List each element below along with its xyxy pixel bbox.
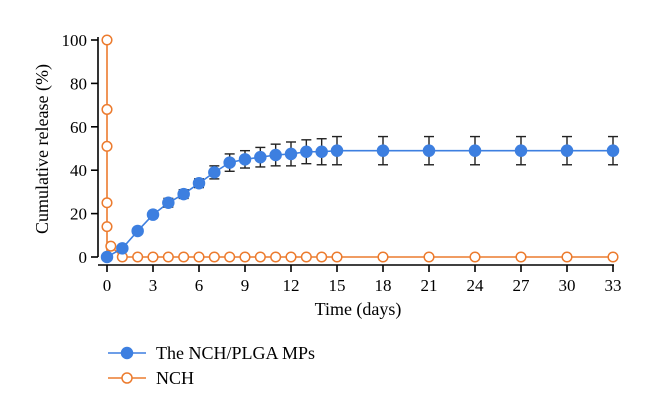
data-point-nch-plga — [238, 153, 252, 166]
legend-marker-nch — [121, 372, 133, 384]
y-ticks: 0 20 40 60 80 100 — [62, 31, 98, 267]
data-point-nch — [105, 240, 117, 252]
data-point-nch — [101, 197, 113, 209]
data-point-nch — [101, 103, 113, 115]
series-line-nch-plga — [106, 149, 613, 258]
data-point-nch — [147, 251, 159, 263]
data-point-nch — [316, 251, 328, 263]
data-point-nch — [469, 251, 481, 263]
data-point-nch-plga — [269, 148, 282, 162]
legend-item-nch-plga: The NCH/PLGA MPs — [108, 343, 315, 363]
data-point-nch-plga — [131, 224, 144, 238]
x-tick-label: 0 — [103, 276, 112, 295]
data-point-nch — [300, 251, 312, 263]
data-point-nch — [377, 251, 389, 263]
x-tick-label: 6 — [195, 276, 204, 295]
data-point-nch — [285, 251, 297, 263]
y-tick-label: 20 — [70, 205, 87, 224]
data-point-nch-plga — [315, 145, 328, 159]
data-point-nch — [132, 251, 144, 263]
data-point-nch — [101, 34, 113, 46]
data-point-nch-plga — [162, 196, 175, 209]
x-tick-label: 33 — [605, 276, 622, 295]
data-point-nch — [224, 251, 236, 263]
data-point-nch — [239, 251, 251, 263]
x-tick-label: 24 — [467, 276, 485, 295]
legend: The NCH/PLGA MPs NCH — [108, 343, 315, 388]
data-point-nch-plga — [300, 145, 313, 159]
data-point-nch — [331, 251, 343, 263]
data-point-nch-plga — [177, 187, 190, 201]
data-point-nch-plga — [468, 144, 482, 157]
x-tick-label: 15 — [329, 276, 346, 295]
data-point-nch — [193, 251, 205, 263]
x-tick-label: 21 — [421, 276, 438, 295]
data-point-nch-plga — [284, 147, 298, 161]
data-point-nch-plga — [376, 144, 390, 157]
y-tick-label: 0 — [79, 248, 88, 267]
data-point-nch — [515, 251, 527, 263]
y-axis-title: Cumulative release (%) — [32, 64, 53, 234]
data-point-nch-plga — [146, 208, 160, 221]
y-tick-label: 40 — [70, 161, 87, 180]
y-tick-label: 100 — [62, 31, 88, 50]
data-point-nch-plga — [254, 150, 267, 164]
data-point-nch-plga — [560, 144, 574, 157]
x-ticks: 0 3 6 9 12 15 18 21 24 27 30 33 — [103, 265, 622, 295]
data-point-nch-plga — [606, 144, 620, 157]
series-line-nch — [106, 40, 613, 258]
legend-label-nch: NCH — [156, 368, 194, 388]
data-point-nch-plga — [330, 144, 344, 157]
data-point-nch — [162, 251, 174, 263]
data-point-nch-plga — [116, 242, 129, 255]
data-point-nch — [607, 251, 619, 263]
data-point-nch-plga — [208, 166, 221, 179]
y-tick-label: 80 — [70, 74, 87, 93]
data-point-nch — [254, 251, 266, 263]
data-point-nch-plga — [223, 156, 236, 169]
x-tick-label: 30 — [559, 276, 576, 295]
x-tick-label: 12 — [283, 276, 300, 295]
x-tick-label: 3 — [149, 276, 158, 295]
series-nch-plga — [100, 135, 620, 264]
plot-area — [100, 34, 620, 264]
data-point-nch-plga — [100, 250, 114, 264]
x-tick-label: 27 — [513, 276, 531, 295]
data-point-nch-plga — [514, 144, 528, 157]
data-point-nch-plga — [192, 176, 206, 190]
legend-label-nch-plga: The NCH/PLGA MPs — [156, 343, 315, 363]
axes — [97, 37, 614, 266]
data-point-nch — [423, 251, 435, 263]
data-point-nch — [270, 251, 282, 263]
data-point-nch — [561, 251, 573, 263]
x-tick-label: 18 — [375, 276, 392, 295]
x-tick-label: 9 — [241, 276, 250, 295]
data-point-nch-plga — [422, 144, 436, 157]
series-nch — [101, 34, 619, 263]
x-axis-title: Time (days) — [315, 299, 402, 320]
data-point-nch — [178, 251, 190, 263]
data-point-nch — [101, 221, 113, 233]
legend-item-nch: NCH — [108, 368, 194, 388]
data-point-nch — [101, 140, 113, 152]
data-point-nch — [208, 251, 220, 263]
y-tick-label: 60 — [70, 118, 87, 137]
legend-marker-nch-plga — [120, 346, 134, 360]
